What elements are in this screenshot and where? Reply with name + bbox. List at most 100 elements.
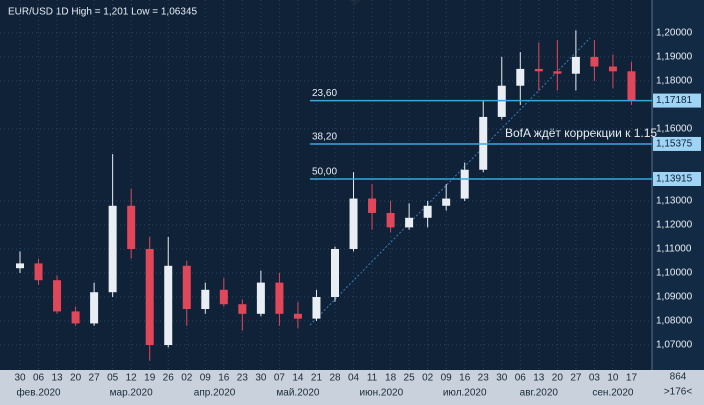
x-tick-label: 25 bbox=[404, 373, 416, 384]
price-box bbox=[653, 136, 701, 151]
x-tick-label: 02 bbox=[422, 373, 434, 384]
fib-trend bbox=[309, 37, 591, 326]
x-tick-label: 06 bbox=[33, 373, 45, 384]
x-tick-label: 27 bbox=[570, 373, 582, 384]
candle-body bbox=[349, 198, 358, 249]
y-tick-label: 1,20000 bbox=[656, 28, 693, 39]
x-tick-label: 23 bbox=[237, 373, 249, 384]
candle-body bbox=[90, 292, 99, 324]
candle-body bbox=[331, 248, 339, 298]
x-tick-label: 16 bbox=[459, 373, 471, 384]
candle-body bbox=[460, 169, 469, 199]
x-tick-label: 09 bbox=[441, 373, 453, 384]
month-label: май.2020 bbox=[276, 388, 319, 399]
x-tick-label: 30 bbox=[255, 373, 267, 384]
price-box-label: 1,15375 bbox=[656, 139, 693, 150]
candle-body bbox=[71, 311, 80, 324]
x-tick-label: 16 bbox=[218, 373, 230, 384]
month-label: фев.2020 bbox=[16, 387, 61, 399]
x-tick-label: 14 bbox=[292, 373, 304, 384]
y-tick-label: 1,13000 bbox=[656, 196, 693, 207]
x-tick-label: 04 bbox=[348, 373, 360, 384]
candle-body bbox=[201, 289, 210, 310]
price-box-label: 1,13915 bbox=[656, 174, 693, 185]
candle-body bbox=[34, 263, 43, 281]
candle-body bbox=[534, 68, 543, 72]
x-tick-label: 21 bbox=[311, 373, 323, 384]
candle-body bbox=[312, 297, 321, 319]
y-tick-label: 1,16000 bbox=[656, 124, 693, 135]
y-tick-label: 1,10000 bbox=[656, 268, 693, 279]
candle-body bbox=[108, 205, 117, 293]
scroll-marker bbox=[349, 0, 361, 5]
x-tick-label: 30 bbox=[496, 373, 508, 384]
x-tick-label: 03 bbox=[589, 373, 601, 384]
x-tick-label: 20 bbox=[70, 373, 82, 384]
month-label: июн.2020 bbox=[360, 388, 404, 399]
x-tick-label: 23 bbox=[478, 373, 490, 384]
y-tick-label: 1,18000 bbox=[656, 76, 693, 87]
candle-body bbox=[293, 313, 302, 319]
x-tick-label: 13 bbox=[51, 373, 63, 384]
candle-body bbox=[127, 205, 136, 249]
x-tick-label: 20 bbox=[552, 373, 564, 384]
candle-body bbox=[256, 282, 265, 314]
x-tick-label: 17 bbox=[626, 373, 638, 384]
candle-body bbox=[442, 198, 451, 206]
x-tick-label: 07 bbox=[274, 373, 286, 384]
x-tick-label: 30 bbox=[14, 373, 26, 384]
price-box bbox=[653, 93, 701, 108]
corner-label: >176< bbox=[664, 387, 693, 398]
y-tick-label: 1,12000 bbox=[656, 220, 693, 231]
x-tick-label: 06 bbox=[515, 373, 527, 384]
chart-title: EUR/USD 1D High = 1,201 Low = 1,06345 bbox=[8, 7, 197, 18]
x-tick-label: 18 bbox=[385, 373, 397, 384]
candle-body bbox=[553, 71, 562, 74]
month-label: апр.2020 bbox=[194, 388, 236, 399]
annotation: BofA ждёт коррекции к 1.15 bbox=[505, 126, 657, 140]
price-box-label: 1,17181 bbox=[656, 95, 693, 106]
x-tick-label: 05 bbox=[107, 373, 119, 384]
candle-body bbox=[219, 289, 228, 305]
x-tick-label: 12 bbox=[126, 373, 138, 384]
candle-body bbox=[275, 282, 284, 314]
candle-body bbox=[386, 212, 395, 228]
y-tick-label: 1,09000 bbox=[656, 292, 693, 303]
month-label: сен.2020 bbox=[592, 388, 634, 399]
candle-body bbox=[145, 248, 154, 346]
candle-body bbox=[53, 280, 62, 312]
price-box bbox=[653, 171, 701, 186]
x-tick-label: 27 bbox=[89, 373, 101, 384]
candle-body bbox=[423, 205, 432, 218]
x-tick-label: 02 bbox=[181, 373, 193, 384]
candle-body bbox=[368, 198, 377, 213]
y-tick-label: 1,08000 bbox=[656, 316, 693, 327]
candle-body bbox=[238, 304, 247, 314]
candle-body bbox=[627, 71, 636, 101]
y-tick-label: 1,11000 bbox=[656, 244, 692, 255]
x-tick-label: 26 bbox=[163, 373, 175, 384]
corner-label: 864 bbox=[670, 372, 687, 383]
x-tick-label: 11 bbox=[367, 373, 378, 384]
candle-body bbox=[182, 265, 191, 310]
month-label: мар.2020 bbox=[110, 388, 153, 399]
x-tick-label: 10 bbox=[607, 373, 619, 384]
month-label: авг.2020 bbox=[520, 388, 559, 399]
candle-body bbox=[516, 68, 525, 86]
x-tick-label: 13 bbox=[533, 373, 545, 384]
x-tick-label: 19 bbox=[144, 373, 156, 384]
candle-body bbox=[16, 263, 24, 269]
x-tick-label: 28 bbox=[329, 373, 341, 384]
y-tick-label: 1,19000 bbox=[656, 52, 693, 63]
time-axis bbox=[0, 370, 704, 405]
candle-body bbox=[590, 56, 599, 67]
candle-body bbox=[164, 265, 173, 346]
candle-body bbox=[608, 66, 617, 72]
y-tick-label: 1,07000 bbox=[656, 340, 693, 351]
fib-level-label: 50,00 bbox=[312, 167, 337, 178]
fib-level-label: 23,60 bbox=[312, 88, 337, 99]
x-tick-label: 09 bbox=[200, 373, 212, 384]
candle-body bbox=[571, 56, 580, 74]
